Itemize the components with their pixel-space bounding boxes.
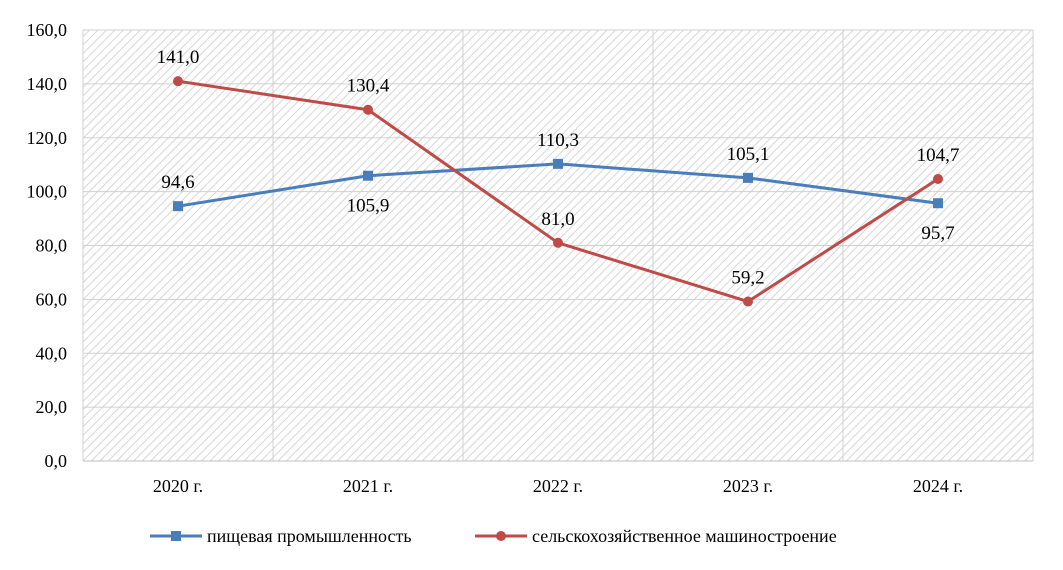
x-tick-label: 2021 г. [343, 476, 393, 496]
data-label: 94,6 [161, 172, 194, 193]
data-label: 104,7 [917, 145, 960, 166]
legend: пищевая промышленность сельскохозяйственн… [150, 526, 837, 546]
legend-swatch-marker [171, 531, 181, 541]
data-label: 105,1 [727, 144, 770, 165]
data-point-marker [743, 296, 753, 307]
series-lines [173, 76, 943, 307]
x-axis-tick-labels: 2020 г. 2021 г. 2022 г. 2023 г. 2024 г. [153, 476, 963, 496]
y-tick-label: 0,0 [45, 451, 68, 471]
x-tick-label: 2020 г. [153, 476, 203, 496]
y-tick-label: 40,0 [36, 343, 68, 363]
data-labels: 94,6 105,9 110,3 105,1 95,7 141,0 130,4 81,0 59,… [157, 47, 960, 288]
x-tick-label: 2024 г. [913, 476, 963, 496]
y-tick-label: 80,0 [36, 236, 68, 256]
data-point-marker [553, 158, 563, 169]
data-label: 130,4 [347, 76, 390, 97]
legend-label: сельскохозяйственное машиностроение [532, 526, 837, 546]
data-label: 110,3 [537, 130, 579, 151]
y-tick-label: 160,0 [27, 20, 68, 40]
y-tick-label: 100,0 [27, 182, 68, 202]
data-point-marker [173, 201, 183, 212]
data-point-marker [743, 172, 753, 183]
legend-swatch-marker [496, 531, 506, 541]
y-tick-label: 140,0 [27, 74, 68, 94]
legend-label: пищевая промышленность [207, 526, 412, 546]
data-point-marker [933, 173, 943, 184]
y-axis-tick-labels: 0,0 20,0 40,0 60,0 80,0 100,0 120,0 140,0 160,0 [27, 20, 68, 471]
x-tick-label: 2023 г. [723, 476, 773, 496]
x-tick-label: 2022 г. [533, 476, 583, 496]
y-tick-label: 120,0 [27, 128, 68, 148]
data-point-marker [363, 170, 373, 181]
y-tick-label: 20,0 [36, 397, 68, 417]
data-point-marker [173, 76, 183, 87]
grid-lines [82, 29, 1034, 462]
data-point-marker [553, 237, 563, 248]
data-label: 59,2 [731, 268, 764, 289]
data-label: 81,0 [541, 209, 574, 230]
data-label: 95,7 [921, 223, 954, 244]
data-label: 105,9 [347, 196, 390, 217]
data-label: 141,0 [157, 47, 200, 68]
y-tick-label: 60,0 [36, 289, 68, 309]
data-point-marker [363, 104, 373, 115]
data-point-marker [933, 198, 943, 209]
